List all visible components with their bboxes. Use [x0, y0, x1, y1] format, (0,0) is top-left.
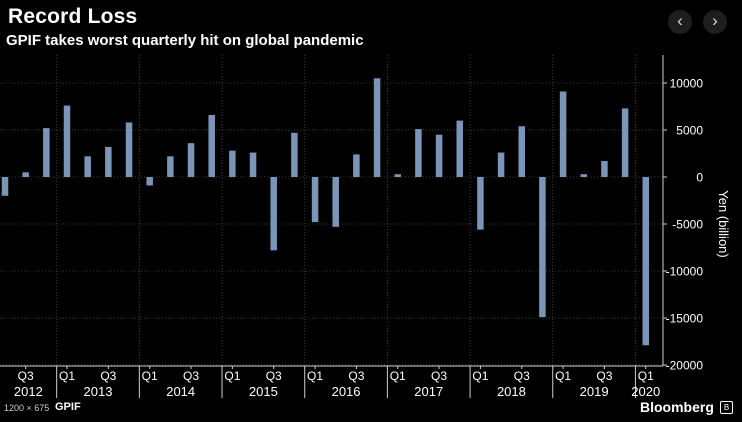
x-year-label: 2020	[631, 384, 660, 399]
x-year-label: 2015	[249, 384, 278, 399]
x-quarter-label: Q1	[638, 369, 654, 383]
bar	[208, 114, 215, 177]
bar	[539, 177, 546, 318]
x-quarter-label: Q1	[472, 369, 488, 383]
next-chart-button[interactable]: ›	[703, 10, 727, 34]
x-quarter-label: Q3	[431, 369, 447, 383]
chart-title: Record Loss	[8, 5, 138, 28]
bar	[63, 105, 71, 177]
bar	[353, 154, 360, 177]
chart-subtitle: GPIF takes worst quarterly hit on global…	[6, 32, 364, 49]
x-quarter-label: Q3	[18, 369, 34, 383]
bar	[146, 177, 153, 186]
bar	[642, 177, 650, 346]
bar	[311, 177, 319, 223]
x-quarter-label: Q1	[59, 369, 75, 383]
bar	[84, 156, 91, 177]
x-year-label: 2013	[84, 384, 113, 399]
x-quarter-label: Q3	[183, 369, 199, 383]
bar	[497, 152, 505, 177]
x-year-label: 2019	[580, 384, 609, 399]
y-tick-label: -10000	[666, 265, 704, 279]
bar	[249, 152, 257, 177]
bar	[415, 129, 422, 177]
bar	[373, 78, 381, 177]
image-size-label: 1200 × 675	[4, 403, 50, 413]
bar	[291, 132, 298, 177]
previous-chart-button[interactable]: ‹	[668, 10, 692, 34]
y-tick-label: -15000	[666, 312, 704, 326]
bar	[105, 146, 112, 177]
bar	[167, 156, 174, 177]
bar	[435, 134, 443, 177]
bar	[229, 150, 236, 177]
bar	[518, 126, 525, 177]
x-quarter-label: Q1	[224, 369, 240, 383]
x-quarter-label: Q1	[307, 369, 323, 383]
bar	[332, 177, 339, 227]
axes: 10000 5000 0 -5000 -10000 -15000 -20000 Yen (bi…	[0, 55, 731, 399]
x-quarter-label: Q3	[266, 369, 282, 383]
y-tick-label: -5000	[672, 218, 703, 232]
x-quarter-label: Q1	[142, 369, 158, 383]
x-year-label: 2016	[332, 384, 361, 399]
chevron-left-icon: ‹	[677, 11, 683, 30]
bar	[601, 161, 608, 177]
bar	[125, 122, 133, 177]
bar	[1, 177, 9, 196]
chevron-right-icon: ›	[712, 11, 718, 30]
y-tick-label: -20000	[666, 359, 704, 373]
y-axis-title: Yen (billion)	[716, 190, 731, 257]
x-quarter-label: Q3	[348, 369, 364, 383]
bars	[1, 78, 650, 346]
source-label: GPIF	[55, 401, 81, 413]
bar	[394, 174, 401, 177]
bar	[580, 174, 588, 177]
x-quarter-label: Q3	[100, 369, 116, 383]
x-quarter-label: Q1	[555, 369, 571, 383]
y-tick-label: 10000	[670, 77, 704, 91]
x-year-label: 2017	[414, 384, 443, 399]
x-quarter-label: Q3	[596, 369, 612, 383]
x-year-label: 2014	[166, 384, 195, 399]
x-quarter-label: Q1	[390, 369, 406, 383]
y-tick-label: 0	[696, 171, 703, 185]
x-quarter-label: Q3	[514, 369, 530, 383]
bar	[187, 143, 195, 177]
x-year-label: 2018	[497, 384, 526, 399]
bar	[477, 177, 484, 230]
bar	[621, 108, 629, 177]
gridlines	[0, 55, 663, 366]
bar	[559, 91, 567, 177]
bar	[22, 172, 29, 177]
bloomberg-icon: B	[720, 401, 733, 414]
bloomberg-logo: Bloomberg	[640, 399, 714, 415]
bar	[456, 120, 463, 177]
y-tick-label: 5000	[676, 124, 703, 138]
bar	[43, 128, 50, 177]
x-year-label: 2012	[14, 384, 43, 399]
bar	[270, 177, 277, 251]
